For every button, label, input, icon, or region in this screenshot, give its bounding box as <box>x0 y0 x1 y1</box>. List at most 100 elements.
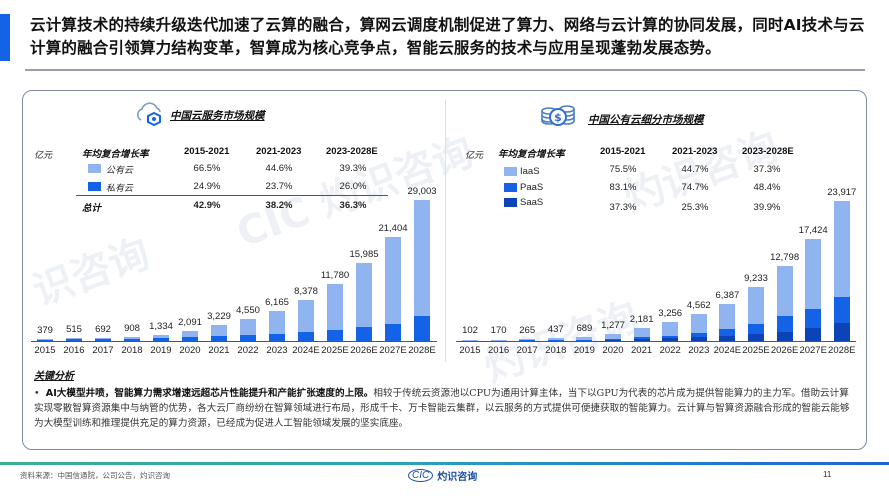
bar-segment <box>182 330 198 338</box>
total-divider <box>76 195 388 196</box>
bar-segment <box>66 338 82 340</box>
x-axis-tick: 2021 <box>631 345 653 356</box>
cagr-value: 25.3% <box>681 202 709 213</box>
bar-value-label: 23,917 <box>827 187 857 198</box>
x-axis-tick: 2027E <box>799 345 827 356</box>
legend-swatch-iaas <box>504 167 517 176</box>
bar-segment <box>662 321 679 336</box>
x-axis-tick: 2016 <box>63 345 85 356</box>
bar-segment <box>633 328 650 338</box>
bar-value-label: 11,780 <box>320 269 350 281</box>
bar-segment <box>95 337 111 340</box>
bar-segment <box>182 337 198 341</box>
bar-segment <box>633 339 650 341</box>
cagr-total-value: 42.9% <box>193 200 221 211</box>
legend-label-paas: PaaS <box>520 182 544 193</box>
title-accent-bar <box>0 14 10 61</box>
bar-segment <box>748 334 764 341</box>
bar-value-label: 21,404 <box>378 222 408 234</box>
cagr-value: 39.9% <box>753 202 781 213</box>
bar-segment <box>414 316 430 341</box>
left-cagr-header: 年均复合增长率 <box>82 149 149 160</box>
bar-segment <box>748 323 764 335</box>
cagr-total-value: 36.3% <box>339 200 367 211</box>
legend-label-saas: SaaS <box>520 197 544 208</box>
bar-segment <box>776 316 793 332</box>
svg-text:$: $ <box>554 111 562 124</box>
x-axis-tick: 2020 <box>179 345 201 356</box>
bullet-dot: • <box>34 388 46 399</box>
bar-value-label: 1,277 <box>601 319 625 331</box>
cagr-value: 66.5% <box>193 163 221 174</box>
bar-value-label: 29,003 <box>407 186 437 197</box>
bar-segment <box>776 331 793 341</box>
right-period-2: 2021-2023 <box>672 146 718 157</box>
bar-value-label: 689 <box>576 322 593 334</box>
bar-value-label: 437 <box>547 324 564 336</box>
bar-segment <box>633 337 650 340</box>
bar-segment <box>833 201 850 297</box>
bar-segment <box>519 339 536 341</box>
cagr-value: 26.0% <box>339 181 367 192</box>
x-axis-tick: 2021 <box>208 345 230 356</box>
cagr-total-value: 38.2% <box>265 200 293 211</box>
bar-value-label: 1,334 <box>149 320 173 332</box>
right-unit-label: 亿元 <box>465 151 484 161</box>
cagr-value: 44.6% <box>265 163 293 174</box>
bar-segment <box>414 200 430 317</box>
bar-segment <box>124 338 140 341</box>
cic-logo-name: 灼识咨询 <box>437 472 478 483</box>
left-chart-title: 中国云服务市场规模 <box>170 110 265 122</box>
bar-segment <box>605 339 621 341</box>
legend-swatch-saas <box>504 198 517 207</box>
bar-segment <box>153 337 169 341</box>
cagr-value: 48.4% <box>753 182 781 193</box>
cagr-value: 24.9% <box>193 181 221 192</box>
bar-segment <box>66 339 82 341</box>
x-axis-tick: 2028E <box>408 345 436 356</box>
bar-segment <box>576 336 593 340</box>
bar-segment <box>833 297 850 323</box>
bar-value-label: 692 <box>95 323 111 335</box>
right-period-3: 2023-2028E <box>742 146 794 157</box>
cagr-value: 75.5% <box>609 164 637 175</box>
x-axis-tick: 2017 <box>92 345 114 356</box>
cagr-value: 83.1% <box>609 182 637 193</box>
x-axis-tick: 2016 <box>488 345 510 356</box>
x-axis-tick: 2025E <box>321 345 349 356</box>
bar-value-label: 265 <box>519 325 536 336</box>
bar-value-label: 12,798 <box>770 252 800 264</box>
bar-segment <box>356 263 372 328</box>
right-cagr-header: 年均复合增长率 <box>498 149 565 160</box>
bar-segment <box>95 339 111 341</box>
bar-value-label: 4,550 <box>236 304 260 316</box>
legend-swatch-private <box>88 182 101 191</box>
bar-segment <box>547 340 564 341</box>
cloud-icon <box>137 102 161 126</box>
bar-segment <box>662 335 679 339</box>
x-axis-tick: 2022 <box>659 345 681 356</box>
left-unit-label: 亿元 <box>34 151 53 161</box>
bar-value-label: 3,229 <box>207 311 231 323</box>
x-axis-line <box>455 341 857 342</box>
bar-segment <box>805 327 822 341</box>
cagr-value: 44.7% <box>681 164 709 175</box>
bar-segment <box>124 336 140 339</box>
bar-segment <box>690 314 707 333</box>
x-axis-tick: 2017 <box>516 345 538 356</box>
bar-value-label: 8,378 <box>294 286 318 298</box>
legend-label-iaas: IaaS <box>520 166 540 177</box>
legend-swatch-public <box>88 164 101 173</box>
bar-segment <box>356 327 372 341</box>
bar-segment <box>690 337 707 341</box>
bar-segment <box>805 309 822 328</box>
x-axis-tick: 2019 <box>573 345 595 356</box>
bar-segment <box>37 339 53 340</box>
x-axis-tick: 2023 <box>688 345 710 356</box>
bar-segment <box>490 340 507 341</box>
x-axis-tick: 2024E <box>713 345 742 356</box>
bar-value-label: 2,181 <box>629 314 654 326</box>
bar-segment <box>605 333 621 339</box>
left-period-2: 2021-2023 <box>256 146 302 157</box>
bar-segment <box>385 323 401 341</box>
